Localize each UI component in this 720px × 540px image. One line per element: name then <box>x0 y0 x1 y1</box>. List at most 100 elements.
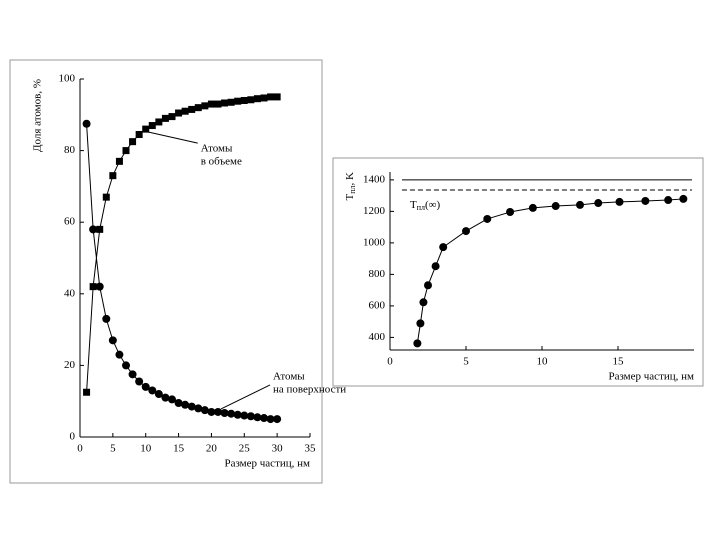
y-tick-label: 0 <box>70 431 76 443</box>
y-tick-label: 80 <box>64 144 76 156</box>
point <box>266 415 275 424</box>
y-tick-label: 1200 <box>363 205 386 217</box>
y-tick-label: 40 <box>64 287 76 299</box>
y-tick-label: 600 <box>369 299 386 311</box>
annotation: Tпл(∞) <box>410 198 441 211</box>
point <box>187 402 196 411</box>
point <box>253 413 262 422</box>
point <box>664 196 673 205</box>
point <box>89 283 97 291</box>
panel-frame <box>9 59 323 484</box>
point <box>260 94 268 102</box>
point <box>181 400 190 409</box>
point <box>462 227 470 236</box>
point <box>115 350 124 359</box>
y-tick-label: 400 <box>369 331 386 343</box>
label-rest: (∞) <box>425 198 441 210</box>
point <box>227 409 236 418</box>
point <box>155 118 163 126</box>
point <box>194 104 202 112</box>
point <box>141 382 150 391</box>
x-tick-label: 20 <box>206 443 218 455</box>
point <box>102 193 110 201</box>
x-tick-label: 15 <box>173 443 185 455</box>
point <box>233 410 242 419</box>
y-axis-label: Доля атомов, % <box>32 79 44 152</box>
point <box>419 298 428 307</box>
point <box>142 125 150 133</box>
point <box>234 97 242 105</box>
point <box>551 202 560 211</box>
point <box>247 96 255 104</box>
panel-frame <box>332 157 704 387</box>
point <box>200 406 209 415</box>
point <box>207 100 215 108</box>
point <box>214 100 222 108</box>
y-tick-label: 20 <box>64 359 76 371</box>
point <box>82 119 91 128</box>
label-main: T <box>410 198 417 210</box>
point <box>413 339 422 348</box>
point <box>201 102 209 110</box>
point <box>424 281 432 290</box>
series-label: в объеме <box>201 156 242 168</box>
label-leader <box>148 131 198 144</box>
x-tick-label: 15 <box>613 356 625 368</box>
y-tick-label: 60 <box>64 216 76 228</box>
point <box>115 157 123 165</box>
point <box>135 377 144 386</box>
point <box>221 99 229 107</box>
point <box>188 105 196 113</box>
x-tick-label: 5 <box>110 443 116 455</box>
point <box>168 113 176 121</box>
label-sub: пл <box>417 203 425 212</box>
x-tick-label: 30 <box>272 443 284 455</box>
y-tick-label: 1400 <box>363 173 386 185</box>
point <box>161 393 170 402</box>
y-tick-label: 1000 <box>363 236 386 248</box>
point <box>679 194 688 203</box>
label-leader <box>220 384 271 410</box>
x-axis-label: Размер частиц, нм <box>608 371 694 383</box>
point <box>168 395 176 404</box>
point <box>220 409 229 418</box>
point <box>267 93 275 101</box>
point <box>528 203 537 212</box>
point <box>95 282 104 291</box>
point <box>594 199 603 208</box>
point <box>102 314 111 323</box>
point <box>181 107 189 115</box>
point <box>135 130 143 138</box>
y-axis-label: Tпл, K <box>344 172 357 201</box>
point <box>246 412 255 421</box>
point <box>253 95 261 103</box>
point <box>214 407 222 416</box>
label-main: T <box>344 193 356 200</box>
point <box>576 200 584 209</box>
point <box>240 96 248 104</box>
point <box>148 122 156 130</box>
point <box>416 319 425 328</box>
y-tick-label: 100 <box>59 73 76 85</box>
point <box>431 262 440 271</box>
series-label: Атомы <box>273 370 305 382</box>
point <box>260 414 268 423</box>
y-tick-label: 800 <box>369 268 386 280</box>
point <box>129 138 137 146</box>
point <box>161 114 169 122</box>
point <box>154 390 163 399</box>
x-axis-label: Размер частиц, нм <box>224 458 310 470</box>
point <box>227 98 235 106</box>
x-tick-label: 0 <box>77 443 83 455</box>
point <box>439 243 448 252</box>
point <box>96 225 104 233</box>
label-sub: пл <box>348 185 357 193</box>
point <box>108 336 117 345</box>
point <box>207 407 216 416</box>
point <box>194 404 203 413</box>
point <box>615 197 624 206</box>
x-tick-label: 10 <box>537 356 549 368</box>
point <box>174 398 183 407</box>
series-label: Атомы <box>201 143 233 155</box>
